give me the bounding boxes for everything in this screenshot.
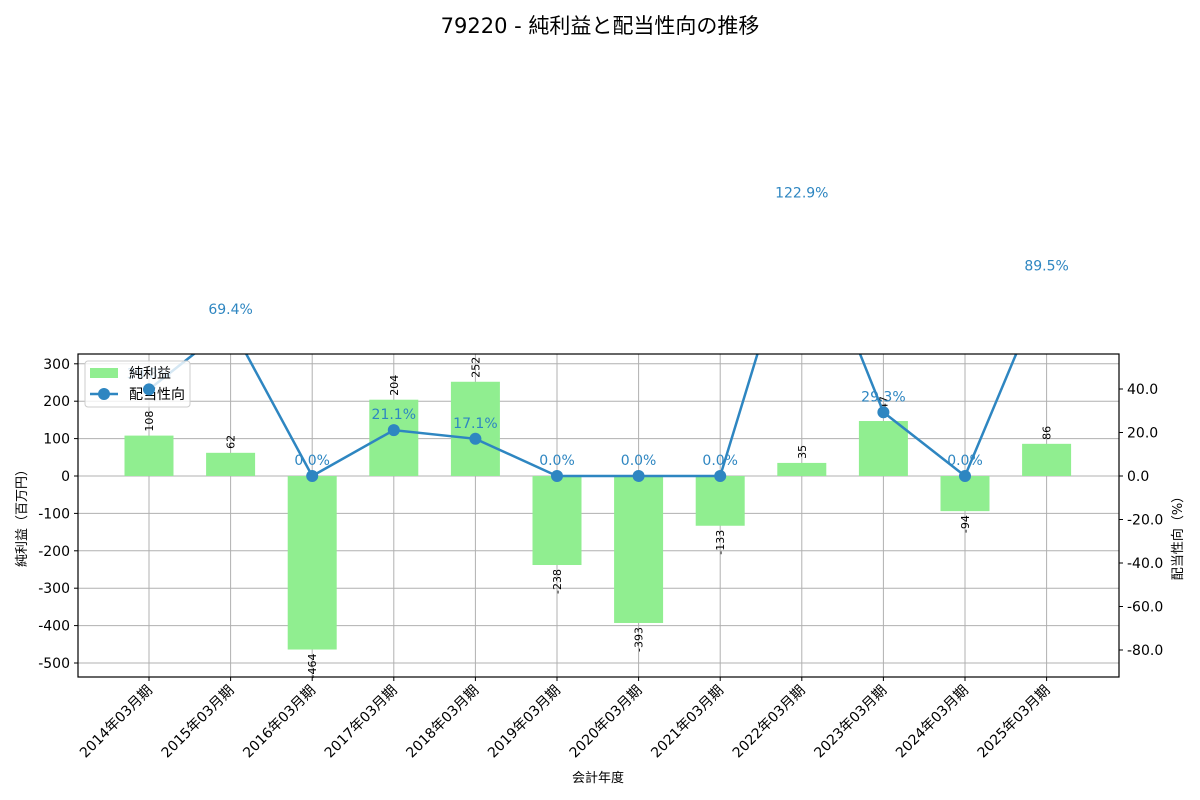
bar (532, 476, 582, 566)
bar (614, 476, 664, 623)
line-marker (714, 470, 727, 482)
line-marker (469, 432, 482, 445)
svg-text:40.0: 40.0 (1127, 382, 1158, 398)
grid (78, 354, 1119, 677)
bar (1022, 443, 1072, 476)
svg-text:-200: -200 (38, 544, 70, 560)
svg-text:2020年03月期: 2020年03月期 (567, 683, 646, 762)
bar (450, 381, 500, 476)
left-axis: 300 200 100 0 -100 -200 -300 -400 -500 (38, 357, 78, 672)
x-axis-label: 会計年度 (572, 770, 624, 786)
svg-text:2021年03月期: 2021年03月期 (648, 683, 727, 762)
svg-text:0.0: 0.0 (1127, 469, 1149, 485)
svg-text:-80.0: -80.0 (1127, 643, 1163, 659)
bar-value-label: 108 (143, 411, 156, 432)
bar (777, 462, 827, 476)
payout-label: 0.0% (702, 453, 738, 469)
bar (858, 421, 908, 476)
bar-value-label: 62 (225, 435, 238, 449)
bar (206, 452, 256, 476)
svg-text:2016年03月期: 2016年03月期 (240, 683, 319, 762)
bar (695, 476, 745, 526)
payout-label: 17.1% (453, 416, 497, 432)
right-axis-label: 配当性向（%） (1170, 490, 1186, 580)
line-marker (225, 319, 237, 331)
svg-text:0: 0 (61, 469, 70, 485)
bar-series (124, 381, 1072, 650)
svg-text:2019年03月期: 2019年03月期 (485, 683, 564, 762)
payout-label: 21.1% (372, 407, 416, 423)
svg-text:-60.0: -60.0 (1127, 600, 1163, 616)
bar-value-label: 86 (1041, 426, 1054, 440)
payout-label: 0.0% (621, 453, 657, 469)
line-labels: 39.8%69.4%0.0%21.1%17.1%0.0%0.0%0.0%122.… (127, 186, 1069, 469)
payout-label: 0.0% (539, 453, 575, 469)
svg-text:-300: -300 (38, 581, 70, 597)
svg-text:2018年03月期: 2018年03月期 (403, 683, 482, 762)
svg-text:-400: -400 (38, 619, 70, 635)
line-marker (877, 406, 890, 419)
bar-value-label: -393 (633, 627, 646, 652)
legend-line-marker (98, 388, 110, 400)
svg-text:-500: -500 (38, 656, 70, 672)
payout-label: 0.0% (294, 453, 330, 469)
line-marker (796, 203, 808, 215)
payout-label: 69.4% (208, 302, 252, 318)
svg-text:2025年03月期: 2025年03月期 (975, 683, 1054, 762)
line-marker (1041, 275, 1053, 287)
bar-value-label: -133 (714, 530, 727, 555)
svg-text:-20.0: -20.0 (1127, 513, 1163, 529)
line-marker (959, 470, 971, 482)
svg-text:2015年03月期: 2015年03月期 (159, 683, 238, 762)
payout-label: 122.9% (775, 186, 828, 202)
line-marker (551, 470, 563, 482)
x-axis: 2014年03月期 2015年03月期 2016年03月期 2017年03月期 2018… (77, 677, 1053, 761)
right-axis: 40.0 20.0 0.0 -20.0 -40.0 -60.0 -80.0 (1119, 382, 1163, 659)
bar (287, 476, 337, 650)
svg-text:100: 100 (43, 432, 70, 448)
legend-line-label: 配当性向 (129, 387, 185, 403)
svg-text:2014年03月期: 2014年03月期 (77, 683, 156, 762)
bar-value-label: 35 (796, 445, 809, 459)
left-axis-label: 純利益（百万円） (15, 463, 30, 567)
bar-value-label: 204 (388, 375, 401, 396)
svg-text:-100: -100 (38, 506, 70, 522)
bar (369, 399, 419, 476)
svg-text:200: 200 (43, 394, 70, 410)
plot-frame (77, 353, 1120, 678)
svg-text:2023年03月期: 2023年03月期 (811, 683, 890, 762)
legend-bar-label: 純利益 (129, 366, 171, 382)
bar-value-label: -464 (306, 654, 319, 679)
bar-value-label: -238 (551, 569, 564, 594)
payout-label: 89.5% (1024, 258, 1068, 274)
bar (124, 435, 174, 476)
svg-text:20.0: 20.0 (1127, 426, 1158, 442)
payout-label: 0.0% (947, 453, 983, 469)
svg-text:300: 300 (43, 357, 70, 373)
line-marker (306, 470, 319, 482)
payout-label: 29.3% (861, 389, 905, 405)
bar-value-label: 252 (469, 357, 482, 378)
chart-title: 79220 - 純利益と配当性向の推移 (441, 14, 760, 38)
svg-text:2022年03月期: 2022年03月期 (730, 683, 809, 762)
svg-text:2017年03月期: 2017年03月期 (322, 683, 401, 762)
line-marker (387, 424, 400, 437)
svg-text:2024年03月期: 2024年03月期 (893, 683, 972, 762)
bar-value-label: -94 (959, 515, 972, 533)
line-series (143, 203, 1053, 482)
legend-bar-swatch (90, 368, 118, 378)
svg-text:-40.0: -40.0 (1127, 556, 1163, 572)
line-marker (632, 470, 645, 482)
